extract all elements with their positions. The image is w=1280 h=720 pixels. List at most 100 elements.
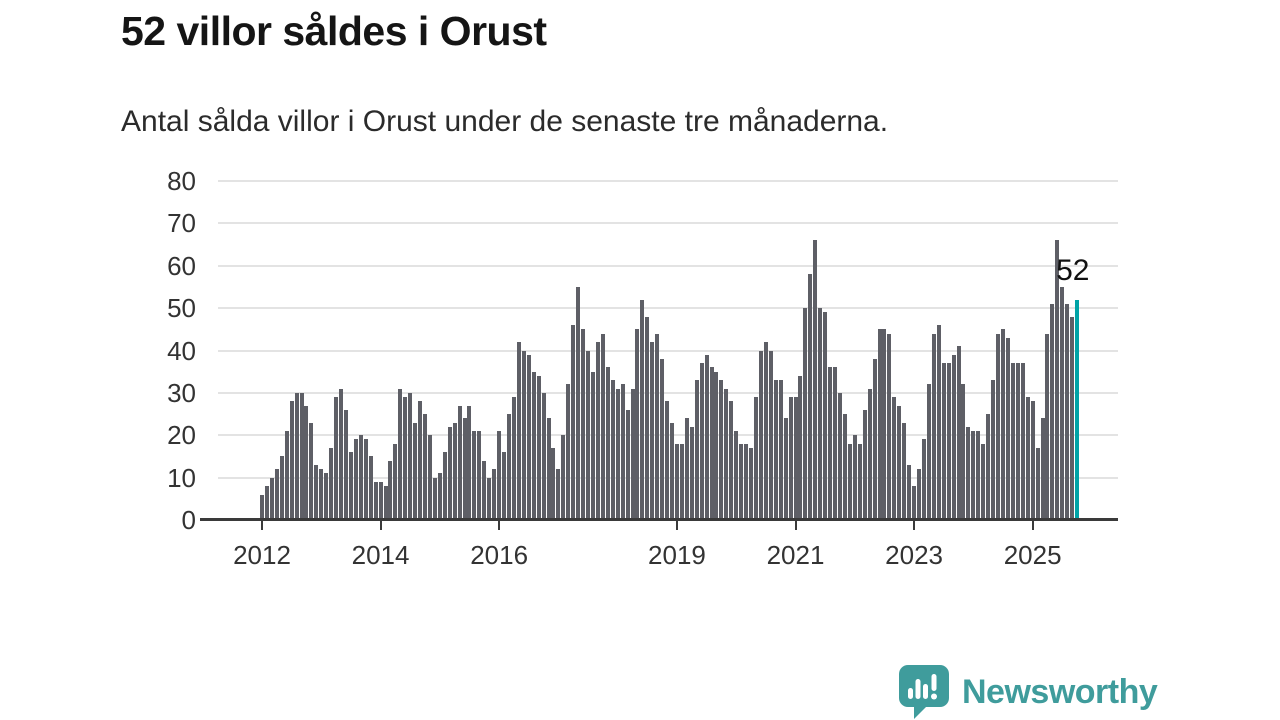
bar	[299, 392, 304, 520]
bar	[1045, 333, 1050, 520]
bar	[709, 367, 714, 520]
bar	[689, 426, 694, 520]
bar	[413, 422, 418, 520]
gridline-y30	[218, 391, 1118, 394]
bar	[912, 486, 917, 520]
bar	[373, 481, 378, 520]
bar	[818, 308, 823, 520]
bar	[368, 456, 373, 520]
gridline-y50	[218, 307, 1118, 310]
bar	[477, 431, 482, 520]
bar	[348, 452, 353, 520]
bar	[635, 329, 640, 520]
bar	[887, 333, 892, 520]
bar	[867, 388, 872, 520]
bar	[408, 392, 413, 520]
y-axis-label-80: 80	[167, 166, 196, 196]
bar	[852, 435, 857, 520]
bar	[946, 363, 951, 520]
x-tick-2014	[379, 521, 382, 530]
bar	[1001, 329, 1005, 520]
bar	[921, 439, 926, 520]
bar	[1060, 286, 1065, 520]
bar	[309, 422, 314, 520]
bar	[897, 405, 902, 520]
bar	[862, 409, 867, 520]
bar	[502, 452, 507, 520]
bar	[586, 350, 591, 520]
bar	[1065, 303, 1070, 520]
bar	[803, 308, 808, 520]
bar	[343, 409, 348, 520]
x-tick-2012	[261, 521, 263, 530]
bar	[536, 375, 541, 520]
bar	[260, 494, 264, 520]
highlight-value-label: 52	[1056, 253, 1090, 287]
bar	[576, 286, 581, 520]
gridline-y80	[218, 180, 1118, 182]
bar	[418, 401, 423, 520]
bar	[487, 477, 492, 520]
bar	[620, 384, 625, 520]
x-axis-label-2014: 2014	[351, 540, 410, 570]
bar	[1035, 447, 1040, 520]
bar	[511, 397, 516, 520]
bar	[304, 405, 309, 520]
x-tick-2021	[794, 521, 797, 530]
bar	[546, 418, 551, 520]
bar	[339, 388, 344, 520]
bar	[383, 486, 388, 520]
bar	[334, 397, 339, 520]
bar	[714, 371, 719, 520]
bar	[294, 392, 299, 520]
x-axis-line	[200, 518, 1118, 521]
y-axis-label-0: 0	[181, 505, 196, 535]
bar	[556, 469, 561, 520]
x-tick-2023	[913, 521, 916, 530]
bar	[432, 477, 437, 520]
bar	[437, 473, 442, 520]
gridline-y60	[218, 264, 1118, 267]
bar	[729, 401, 734, 520]
bar	[403, 397, 408, 520]
bar	[571, 325, 576, 520]
bar	[358, 435, 363, 520]
page-title: 52 villor såldes i Orust	[121, 8, 547, 54]
bar	[353, 439, 358, 520]
bar	[724, 388, 729, 520]
bar	[1015, 363, 1020, 520]
bar	[833, 367, 838, 520]
bar	[1025, 397, 1030, 520]
bar	[329, 447, 334, 520]
bar	[497, 431, 502, 520]
bar	[482, 460, 487, 520]
bar	[699, 363, 704, 520]
y-axis-label-20: 20	[167, 420, 196, 451]
newsworthy-wordmark: Newsworthy	[962, 672, 1158, 711]
newsworthy-bubble-icon	[899, 665, 949, 719]
bar	[319, 469, 324, 520]
x-tick-2016	[498, 521, 501, 530]
bar	[907, 464, 912, 520]
bar	[600, 333, 605, 520]
bar	[640, 299, 645, 520]
bar	[684, 418, 689, 520]
bar	[595, 342, 600, 520]
bar	[423, 414, 428, 520]
x-tick-2025	[1031, 521, 1034, 530]
bar	[941, 363, 946, 520]
bar	[847, 443, 852, 520]
bar	[398, 388, 403, 520]
y-axis-label-60: 60	[167, 250, 196, 281]
bar	[991, 380, 996, 520]
x-axis-label-2019: 2019	[648, 540, 706, 570]
bar	[744, 443, 749, 520]
bar	[754, 397, 758, 520]
bar	[467, 405, 472, 520]
bar	[492, 469, 497, 520]
bar	[926, 384, 931, 520]
bar	[956, 346, 961, 520]
bar	[472, 431, 477, 520]
bar	[507, 414, 511, 520]
bar	[605, 367, 610, 520]
